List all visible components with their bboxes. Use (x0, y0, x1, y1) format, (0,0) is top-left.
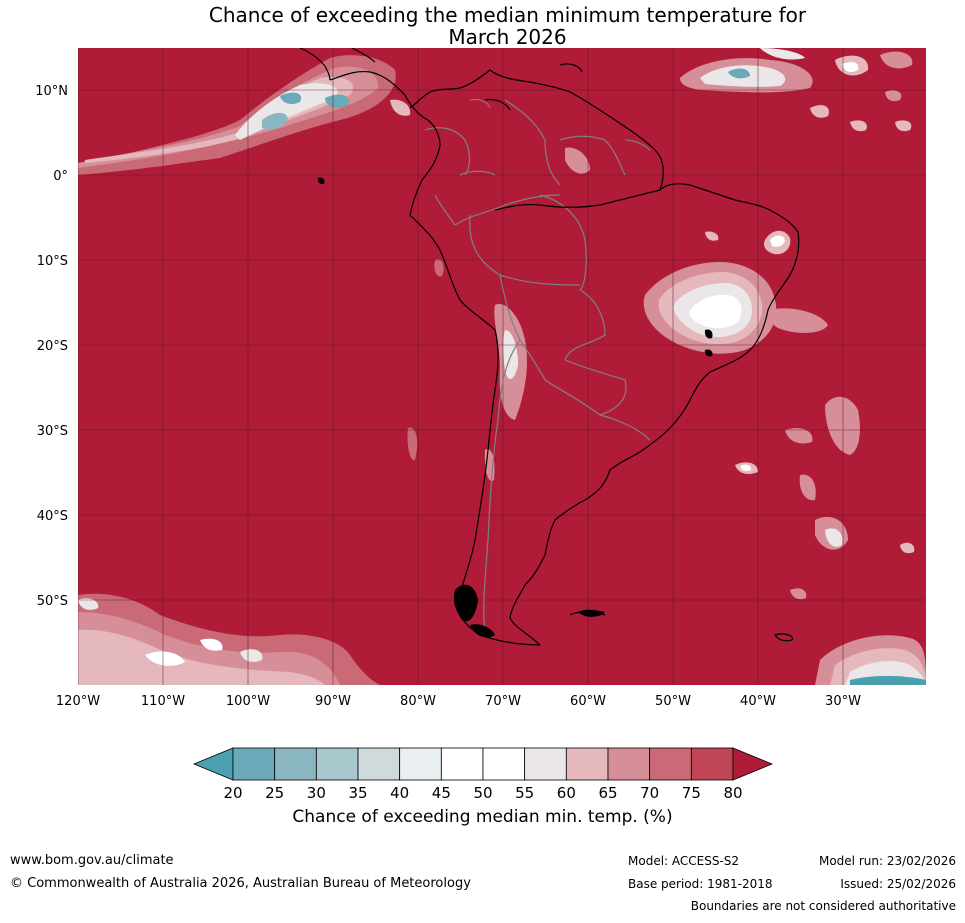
colorbar-tick-label: 30 (307, 784, 326, 802)
lat-label: 0° (53, 169, 68, 184)
colorbar-segment (274, 747, 317, 781)
lat-label: 30°S (37, 424, 68, 439)
latitude-labels: 10°N 0° 10°S 20°S 30°S 40°S 50°S (35, 84, 68, 609)
probability-region-pacific-north (78, 55, 411, 175)
colorbar-tick-label: 45 (432, 784, 451, 802)
longitude-labels: 120°W 110°W 100°W 90°W 80°W 70°W 60°W 50… (56, 694, 861, 709)
colorbar-tick-label: 70 (640, 784, 659, 802)
lat-label: 20°S (37, 339, 68, 354)
lon-label: 120°W (56, 694, 100, 709)
colorbar-segment (232, 747, 276, 781)
colorbar-tick-label: 60 (557, 784, 576, 802)
title-line-2: March 2026 (448, 25, 567, 49)
colorbar-segment (315, 747, 359, 781)
colorbar-segment (440, 747, 484, 781)
colorbar-tick-label: 20 (223, 784, 242, 802)
lon-label: 100°W (226, 694, 270, 709)
lat-label: 50°S (37, 594, 68, 609)
map-title: Chance of exceeding the median minimum t… (0, 4, 965, 48)
title-line-1: Chance of exceeding the median minimum t… (208, 3, 807, 27)
colorbar-tick-label: 40 (390, 784, 409, 802)
colorbar-segment (649, 747, 692, 781)
colorbar-tick-label: 55 (515, 784, 534, 802)
colorbar-tick-label: 65 (598, 784, 617, 802)
base-period: Base period: 1981-2018 (628, 877, 773, 891)
colorbar-segment (482, 747, 526, 781)
probability-region-atlantic-south (735, 396, 915, 600)
issued-date: Issued: 25/02/2026 (840, 877, 956, 891)
lon-label: 110°W (141, 694, 185, 709)
probability-region-brazil (643, 230, 828, 354)
colorbar-above-arrow (732, 747, 774, 781)
colorbar-segment (399, 747, 442, 781)
colorbar-tick-label: 75 (682, 784, 701, 802)
colorbar-segment (690, 747, 734, 781)
probability-region-pacific-south (78, 593, 380, 685)
lat-label: 10°S (37, 254, 68, 269)
coastline (299, 48, 800, 646)
lon-label: 30°W (825, 694, 861, 709)
colorbar-tick-label: 50 (473, 784, 492, 802)
website-link[interactable]: www.bom.gov.au/climate (10, 853, 174, 868)
copyright-text: © Commonwealth of Australia 2026, Austra… (10, 876, 471, 891)
lat-label: 40°S (37, 509, 68, 524)
colorbar-tick-label: 80 (723, 784, 742, 802)
lon-label: 50°W (655, 694, 691, 709)
lon-label: 60°W (570, 694, 606, 709)
lon-label: 90°W (315, 694, 351, 709)
colorbar: 20 25 30 35 40 45 50 55 60 65 70 75 80 (192, 747, 774, 802)
lon-label: 80°W (400, 694, 436, 709)
model-run-date: Model run: 23/02/2026 (818, 854, 956, 868)
lon-label: 70°W (485, 694, 521, 709)
probability-region-andes (407, 147, 590, 481)
colorbar-label: Chance of exceeding median min. temp. (%… (292, 807, 673, 827)
colorbar-segment (565, 747, 609, 781)
national-borders (424, 98, 651, 631)
colorbar-segment (524, 747, 567, 781)
lon-label: 40°W (740, 694, 776, 709)
islands (317, 177, 713, 638)
boundaries-disclaimer: Boundaries are not considered authoritat… (690, 899, 956, 913)
colorbar-below-arrow (192, 747, 234, 781)
lat-label: 10°N (35, 84, 68, 99)
model-name: Model: ACCESS-S2 (628, 854, 740, 868)
colorbar-segment (357, 747, 401, 781)
map-gridlines (78, 48, 926, 685)
colorbar-tick-label: 25 (265, 784, 284, 802)
colorbar-tick-label: 35 (348, 784, 367, 802)
colorbar-segment (607, 747, 651, 781)
